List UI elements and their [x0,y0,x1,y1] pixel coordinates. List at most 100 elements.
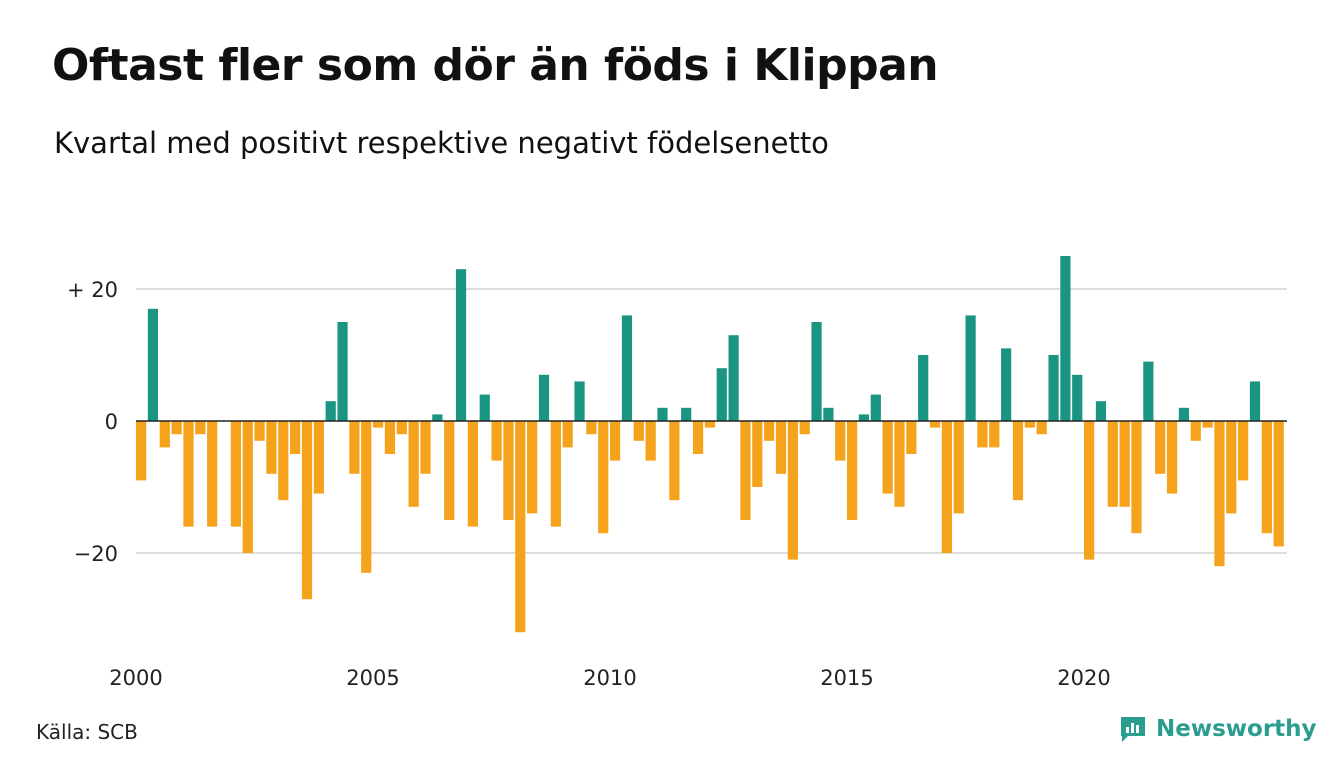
bar [408,421,419,507]
bar [1036,421,1047,435]
bar [586,421,597,435]
bar [396,421,407,435]
bar [1249,381,1261,421]
bar [384,421,396,454]
bar [633,421,644,441]
bar [787,421,798,560]
bar [432,414,443,421]
newsworthy-logo-icon [1121,717,1145,742]
bar [1190,421,1201,441]
bar [799,421,810,435]
bar [337,322,348,421]
source-note: Källa: SCB [36,720,138,744]
bar [740,421,751,520]
bar [1012,421,1024,501]
bar [1226,421,1237,514]
bar [1119,421,1130,507]
bar [1107,421,1118,507]
brand-name: Newsworthy [1156,716,1317,742]
bar [882,421,893,494]
bar [1048,355,1059,421]
bar [562,421,573,448]
bar [455,269,467,421]
y-tick-label: 0 [105,410,118,434]
bar [669,421,680,501]
bar [230,421,241,527]
bar [1095,401,1107,421]
bar [1166,421,1178,494]
bar [574,381,585,421]
chart-title: Oftast fler som dör än föds i Klippan [52,40,939,91]
bar [278,421,289,501]
bar [598,421,609,534]
bar [1214,421,1225,567]
x-tick-label: 2005 [346,666,399,690]
bar [918,355,929,421]
bar [1155,421,1166,474]
bar [764,421,775,441]
bar [775,421,787,474]
bar [195,421,206,435]
bar [171,421,182,435]
bar [965,315,976,421]
bar-chart: + 20 0 −20 2000 2005 2010 2015 2020 [67,256,1287,690]
bar [621,315,633,421]
bar [811,322,822,421]
bar [266,421,277,474]
bar [1072,374,1083,421]
bar [1084,421,1095,560]
bar [752,421,763,487]
bar [373,421,384,428]
bar [515,421,526,633]
bar [610,421,621,461]
bar [550,421,561,527]
bar [847,421,858,520]
bar [1238,421,1249,481]
y-tick-label: −20 [74,542,118,566]
bar [1261,421,1272,534]
bar [242,421,253,553]
bar [301,421,313,600]
bar [823,407,834,421]
bar [136,421,147,481]
bar [870,394,881,421]
bar [420,421,431,474]
bar [716,368,727,421]
bar [349,421,360,474]
bar [491,421,502,461]
bar [479,394,490,421]
bar [989,421,1000,448]
brand: Newsworthy [1118,714,1317,744]
bar [254,421,265,441]
bar [941,421,952,553]
y-tick-label: + 20 [67,278,118,302]
bar [681,407,692,421]
bar [313,421,324,494]
bar [325,401,336,421]
chart-subtitle: Kvartal med positivt respektive negativt… [54,126,829,160]
bar [953,421,964,514]
bar [1024,421,1035,428]
bar [1060,256,1071,421]
x-tick-label: 2020 [1057,666,1110,690]
bar [290,421,301,454]
bar [1131,421,1142,534]
bar [527,421,538,514]
bar [1202,421,1213,428]
bar [183,421,194,527]
bar [361,421,372,573]
bar [503,421,514,520]
bar [1143,361,1154,421]
bar [858,414,870,421]
bar [728,335,739,421]
bar [645,421,656,461]
bars [136,256,1284,633]
bar [147,308,159,421]
x-tick-label: 2000 [109,666,162,690]
bar [159,421,170,448]
bar [929,421,941,428]
x-tick-label: 2015 [820,666,873,690]
bar [1001,348,1012,421]
bar [704,421,715,428]
x-axis-labels: 2000 2005 2010 2015 2020 [109,666,1110,690]
